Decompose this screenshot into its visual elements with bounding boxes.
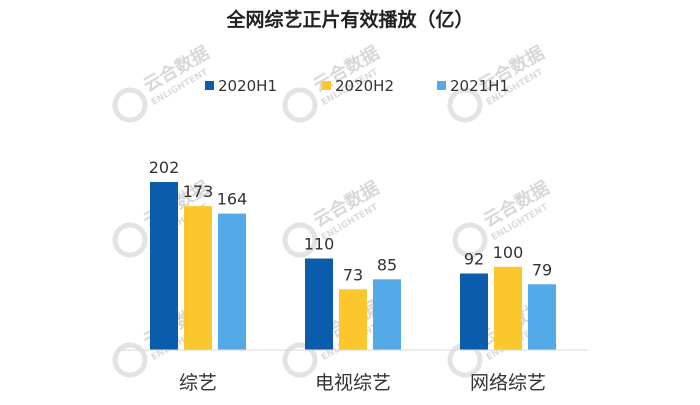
legend-item-2020H2: 2020H2 [322,77,394,95]
data-label: 79 [532,260,552,279]
legend-item-2020H1: 2020H1 [205,77,277,95]
legend-label: 2020H1 [218,77,277,95]
data-label: 164 [217,190,248,209]
bar-电视综艺-2021H1 [373,279,401,350]
bar-网络综艺-2020H2 [494,266,522,350]
watermark-logo-icon [282,342,318,378]
legend-label: 2021H1 [450,77,509,95]
bar-电视综艺-2020H1 [305,258,333,350]
x-tick-label: 综艺 [179,372,217,394]
bar-综艺-2020H1 [150,182,178,350]
watermark-logo-icon [112,87,148,123]
watermark-logo-icon [282,87,318,123]
legend-label: 2020H2 [335,77,394,95]
legend: 2020H1 2020H2 2021H1 [205,77,509,95]
legend-item-2021H1: 2021H1 [437,77,509,95]
data-label: 173 [183,182,214,201]
legend-swatch [205,81,214,90]
watermark-logo-icon [112,222,148,258]
bar-group [150,182,556,350]
data-label: 73 [343,265,363,284]
data-label: 85 [377,255,397,274]
x-tick-label: 网络综艺 [470,372,546,394]
watermark-logo-icon [282,222,318,258]
bar-综艺-2020H2 [184,206,212,350]
legend-swatch [437,81,446,90]
x-axis-ticks: 综艺 电视综艺 网络综艺 [179,372,546,394]
watermark-logo-icon [447,342,483,378]
data-label: 110 [304,235,335,254]
watermark-logo-icon [452,222,488,258]
bar-综艺-2021H1 [218,213,246,350]
bar-网络综艺-2021H1 [528,284,556,350]
watermark-logo-icon [447,87,483,123]
data-label: 92 [464,249,484,268]
bar-网络综艺-2020H1 [460,273,488,350]
data-label: 202 [149,158,180,177]
bar-电视综艺-2020H2 [339,289,367,350]
watermark-logo-icon [112,342,148,378]
chart-title: 全网综艺正片有效播放（亿） [225,8,473,31]
legend-swatch [322,81,331,90]
x-tick-label: 电视综艺 [315,372,391,394]
data-label: 100 [493,243,524,262]
